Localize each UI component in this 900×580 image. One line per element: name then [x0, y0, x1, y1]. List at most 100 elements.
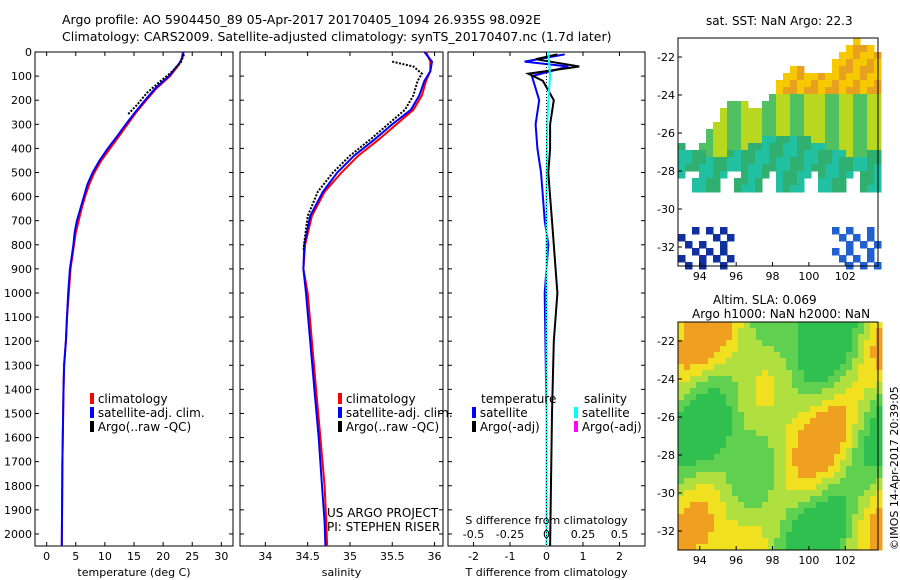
map-cell [828, 442, 835, 449]
map-cell [864, 442, 871, 449]
map-cell [846, 66, 854, 74]
map-cell [780, 496, 787, 503]
map-cell [780, 394, 787, 401]
map-cell [876, 340, 883, 347]
map-cell [822, 526, 829, 533]
map-cell [696, 334, 703, 341]
map-cell [690, 334, 697, 341]
y-tick-label: 1800 [4, 480, 32, 493]
map-cell [756, 460, 763, 467]
map-cell [714, 322, 721, 329]
map-cell [867, 87, 875, 95]
map-cell [876, 388, 883, 395]
map-cell [702, 424, 709, 431]
map-cell [769, 143, 777, 151]
map-cell [726, 520, 733, 527]
map-cell [756, 490, 763, 497]
map-cell [792, 328, 799, 335]
map-cell [876, 502, 883, 509]
map-cell [750, 400, 757, 407]
map-cell [870, 490, 877, 497]
map-cell [858, 436, 865, 443]
map-cell [748, 171, 756, 179]
map-cell [750, 538, 757, 545]
map-cell [696, 496, 703, 503]
map-cell [810, 508, 817, 515]
map-cell [858, 394, 865, 401]
map-cell [804, 460, 811, 467]
map-cell [678, 358, 685, 365]
map-cell [810, 382, 817, 389]
map-cell [870, 328, 877, 335]
map-cell [720, 334, 727, 341]
map-cell [678, 334, 685, 341]
map-cell [853, 59, 861, 67]
map-cell [822, 532, 829, 539]
map-cell [846, 157, 854, 165]
map-cell [726, 334, 733, 341]
map-cell [876, 538, 883, 545]
map-cell [726, 544, 733, 551]
map-cell [690, 526, 697, 533]
map-cell [684, 490, 691, 497]
map-cell [720, 157, 728, 165]
map-cell [834, 484, 841, 491]
map-cell [750, 394, 757, 401]
map-y-tick-label: -22 [657, 335, 675, 348]
map-cell [852, 520, 859, 527]
map-cell [828, 382, 835, 389]
map-cell [776, 94, 784, 102]
map-cell [732, 412, 739, 419]
map-cell [786, 412, 793, 419]
map-cell [828, 514, 835, 521]
map-cell [792, 382, 799, 389]
map-cell [755, 178, 763, 186]
map-x-tick-label: 102 [835, 270, 856, 283]
map-cell [852, 346, 859, 353]
map-cell [696, 370, 703, 377]
map-cell [708, 514, 715, 521]
map-cell [750, 430, 757, 437]
map-cell [804, 526, 811, 533]
top-tick-label: 0 [543, 528, 550, 541]
map-cell [870, 448, 877, 455]
map-cell [780, 520, 787, 527]
map-cell [852, 436, 859, 443]
map-y-tick-label: -30 [657, 203, 675, 216]
map-cell [876, 454, 883, 461]
map-cell [816, 538, 823, 545]
map-cell [852, 406, 859, 413]
map-cell [864, 544, 871, 551]
map-cell [816, 328, 823, 335]
map-cell [783, 150, 791, 158]
map-cell [706, 143, 714, 151]
map-cell [720, 490, 727, 497]
map-cell [734, 185, 742, 193]
map-cell [860, 115, 868, 123]
map-cell [846, 346, 853, 353]
map-cell [846, 418, 853, 425]
map-cell [744, 340, 751, 347]
map-cell [720, 388, 727, 395]
map-cell [756, 370, 763, 377]
map-cell [825, 129, 833, 137]
map-cell [810, 376, 817, 383]
map-cell [762, 157, 770, 165]
map-cell [684, 424, 691, 431]
map-cell [840, 400, 847, 407]
map-cell [798, 502, 805, 509]
map-cell [852, 442, 859, 449]
map-cell [684, 514, 691, 521]
map-cell [720, 171, 728, 179]
map-cell [678, 472, 685, 479]
legend-label: satellite-adj. clim. [345, 406, 453, 420]
map-cell [804, 382, 811, 389]
map-cell [852, 352, 859, 359]
map-cell [804, 544, 811, 551]
map-cell [714, 454, 721, 461]
map-cell [756, 508, 763, 515]
map-cell [840, 364, 847, 371]
map-cell [792, 526, 799, 533]
map-cell [846, 424, 853, 431]
map-cell [846, 80, 854, 88]
